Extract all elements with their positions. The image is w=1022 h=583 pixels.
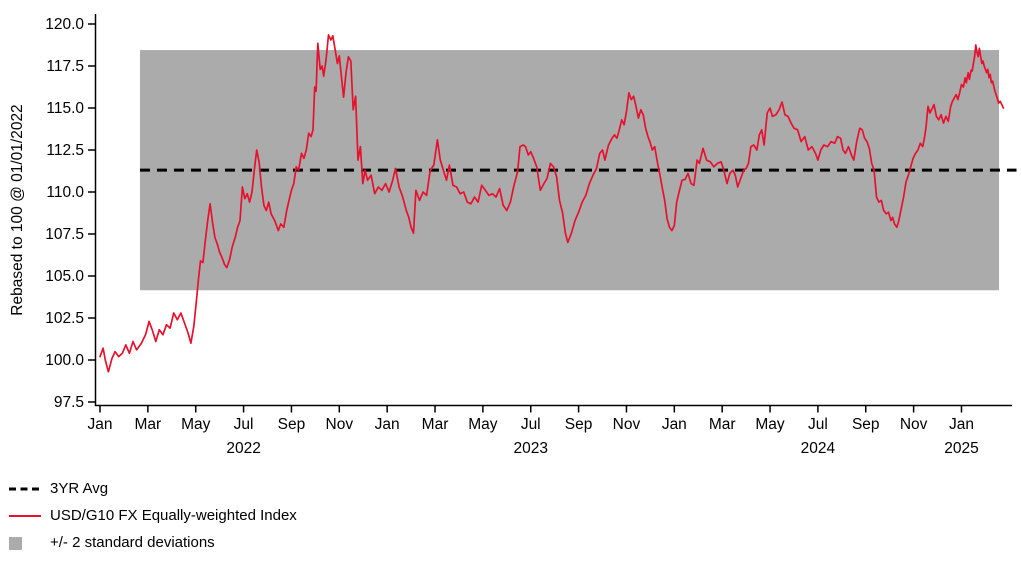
x-tick-label: Jan	[662, 416, 687, 433]
x-tick-label: May	[181, 416, 211, 433]
y-tick-label: 97.5	[54, 394, 84, 411]
y-tick-label: 105.0	[45, 268, 84, 285]
legend-item-3yr-avg: 3YR Avg	[8, 478, 297, 499]
x-tick-label: Mar	[422, 416, 449, 433]
y-tick-label: 120.0	[45, 16, 84, 33]
y-tick-label: 115.0	[46, 100, 84, 117]
y-axis-title: Rebased to 100 @ 01/01/2022	[9, 104, 26, 315]
y-tick-label: 112.5	[46, 142, 84, 159]
y-tick-label: 107.5	[45, 226, 84, 243]
legend-item-series: USD/G10 FX Equally-weighted Index	[8, 505, 297, 526]
x-tick-label: Jan	[375, 416, 400, 433]
legend-item-band: +/- 2 standard deviations	[8, 532, 297, 553]
x-year-label: 2023	[513, 440, 547, 457]
fx-index-chart: 97.5 100.0 102.5 105.0 107.5 110.0 112.5 115.0 1…	[9, 14, 1017, 457]
x-tick-label: Jan	[88, 416, 113, 433]
x-tick-label: Jul	[234, 416, 254, 433]
x-tick-label: May	[755, 416, 785, 433]
y-tick-label: 110.0	[46, 184, 84, 201]
x-tick-label: Nov	[326, 416, 354, 433]
y-tick-label: 100.0	[45, 352, 84, 369]
x-year-label: 2025	[944, 440, 978, 457]
fx-index-chart-canvas: 97.5 100.0 102.5 105.0 107.5 110.0 112.5 115.0 1…	[9, 14, 1017, 457]
x-tick-label: Jan	[949, 416, 974, 433]
y-tick-label: 117.5	[46, 58, 84, 75]
x-tick-label: Sep	[278, 416, 306, 433]
x-tick-label: Jul	[521, 416, 541, 433]
x-tick-label: Nov	[900, 416, 928, 433]
gray-band-swatch-icon	[8, 536, 42, 550]
legend-label-band: +/- 2 standard deviations	[50, 534, 215, 551]
x-tick-label: Nov	[613, 416, 641, 433]
dashed-line-swatch-icon	[8, 486, 42, 492]
x-tick-label: Sep	[852, 416, 880, 433]
legend-label-series: USD/G10 FX Equally-weighted Index	[50, 507, 297, 524]
chart-legend: 3YR Avg USD/G10 FX Equally-weighted Inde…	[8, 478, 297, 553]
x-tick-label: Sep	[565, 416, 593, 433]
red-line-swatch-icon	[8, 513, 42, 519]
x-tick-label: Mar	[709, 416, 736, 433]
legend-label-3yr-avg: 3YR Avg	[50, 480, 109, 497]
x-tick-label: Jul	[808, 416, 828, 433]
x-year-label: 2022	[226, 440, 260, 457]
x-tick-label: Mar	[135, 416, 162, 433]
y-tick-label: 102.5	[45, 310, 84, 327]
x-year-label: 2024	[801, 440, 836, 457]
x-tick-label: May	[468, 416, 498, 433]
index-series-line	[99, 34, 1005, 373]
